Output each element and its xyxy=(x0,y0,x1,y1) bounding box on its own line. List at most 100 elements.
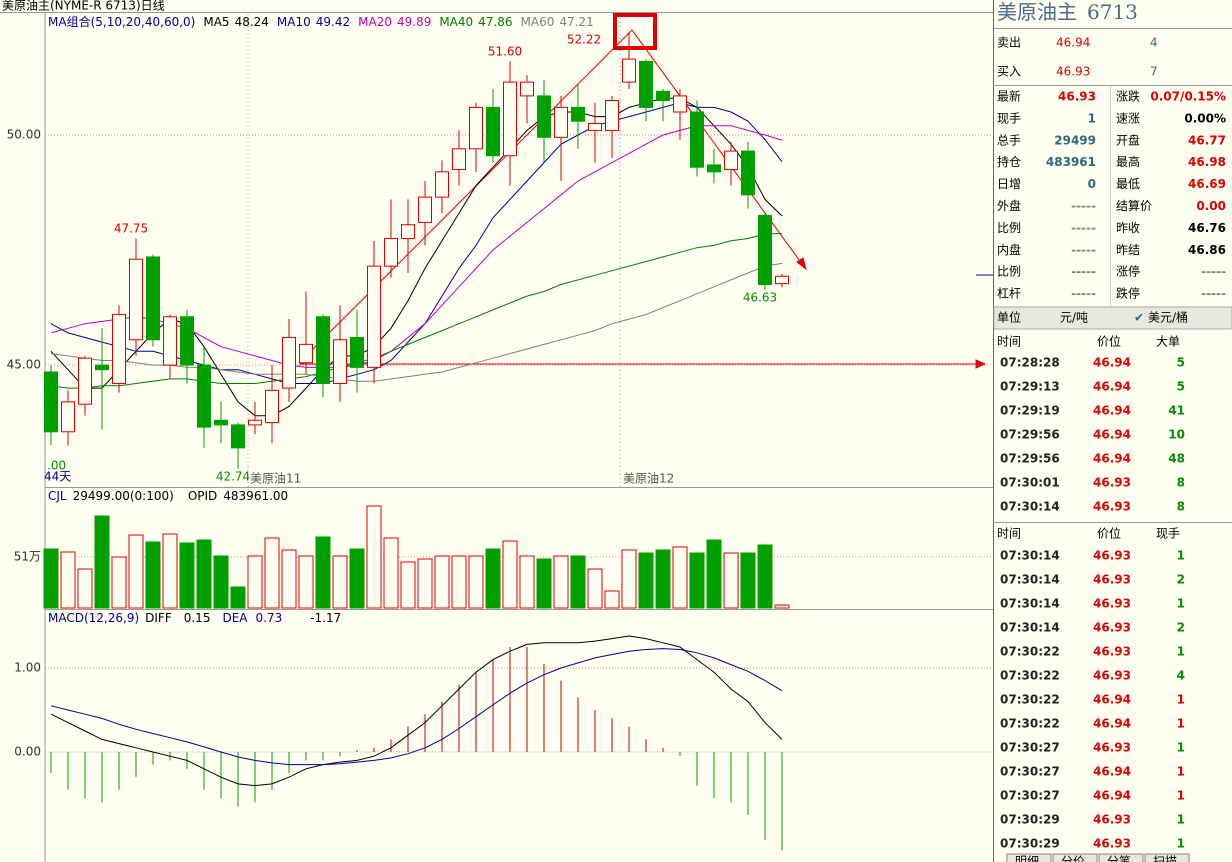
volume-bar xyxy=(94,515,110,609)
volume-bar xyxy=(672,546,688,609)
candle-body xyxy=(554,106,568,138)
price-cell: 46.94 xyxy=(1093,765,1131,779)
stat-value: 1 xyxy=(1088,111,1096,125)
y-tick-label: 1.00 xyxy=(14,660,41,674)
candle-body xyxy=(741,150,755,196)
time-cell: 07:30:27 xyxy=(1000,741,1060,755)
candle-body xyxy=(605,100,619,131)
stat-value: 46.98 xyxy=(1188,155,1226,169)
candle-body xyxy=(367,265,381,368)
candle-body xyxy=(333,339,347,384)
candle-body xyxy=(112,313,126,384)
y-tick-label: 0.00 xyxy=(14,744,41,758)
volume-bar xyxy=(417,558,433,609)
contract-label: 美原油12 xyxy=(623,472,674,486)
time-cell: 07:29:19 xyxy=(1000,404,1060,418)
stat-value: 46.76 xyxy=(1188,221,1226,235)
stat-value: 483961 xyxy=(1046,155,1096,169)
stat-value: 46.69 xyxy=(1188,177,1226,191)
stat-value: 46.77 xyxy=(1188,133,1226,147)
legend-value: 49.89 xyxy=(397,15,431,29)
time-cell: 07:30:22 xyxy=(1000,717,1060,731)
stat-value: 0 xyxy=(1088,177,1096,191)
y-tick-label: 51万 xyxy=(14,550,41,564)
candle-body xyxy=(146,256,160,341)
volume-bar xyxy=(43,548,59,609)
time-cell: 07:30:14 xyxy=(1000,621,1060,635)
volume-bar xyxy=(179,542,195,609)
candle-body xyxy=(486,106,500,157)
volume-bar xyxy=(655,549,671,609)
candle-body xyxy=(418,196,432,223)
price-cell: 46.93 xyxy=(1093,476,1131,490)
stat-label: 现手 xyxy=(997,111,1021,125)
stat-label: 昨收 xyxy=(1116,221,1140,235)
y-tick-label: 45.00 xyxy=(7,358,41,372)
order-volume: 7 xyxy=(1150,65,1158,79)
opid-name: OPID xyxy=(188,489,217,503)
tab[interactable] xyxy=(1052,853,1098,862)
candle-body xyxy=(503,81,517,157)
volume-bar xyxy=(298,555,314,609)
volume-bar xyxy=(213,555,229,609)
vol-value: 29499.00(0:100) xyxy=(73,489,174,503)
order-label: 卖出 xyxy=(997,36,1021,50)
qty-cell: 5 xyxy=(1177,356,1185,370)
stat-value: 0.00% xyxy=(1184,111,1226,125)
macd-legend: MACD(12,26,9) DIFF 0.15 DEA 0.73 -1.17 xyxy=(48,611,341,625)
tab-label[interactable]: 分笔 xyxy=(1107,854,1131,862)
price-cell: 46.94 xyxy=(1093,404,1131,418)
legend-name: MA40 xyxy=(439,15,473,29)
quote-code: 6713 xyxy=(1087,0,1138,24)
volume-bar xyxy=(723,552,739,609)
volume-bar xyxy=(400,561,416,609)
qty-cell: 1 xyxy=(1177,813,1185,827)
stat-value: 29499 xyxy=(1054,133,1096,147)
time-cell: 07:30:22 xyxy=(1000,645,1060,659)
stat-label: 涨跌 xyxy=(1116,89,1140,104)
volume-bar xyxy=(111,556,127,609)
candle-body xyxy=(401,224,415,240)
stat-label: 比例 xyxy=(997,265,1021,279)
stat-label: 最高 xyxy=(1116,154,1140,169)
volume-bar xyxy=(434,555,450,609)
candle-body xyxy=(95,364,109,371)
stat-label: 最低 xyxy=(1116,177,1140,191)
stat-label: 内盘 xyxy=(997,242,1021,257)
stat-value: ----- xyxy=(1071,199,1096,213)
price-label: 52.22 xyxy=(567,33,601,47)
candle-body xyxy=(758,215,772,286)
stat-value: 46.93 xyxy=(1058,90,1096,104)
tab-label[interactable]: 明细 xyxy=(1015,855,1039,862)
tab[interactable] xyxy=(1006,853,1052,862)
diff-name: DIFF xyxy=(145,611,172,625)
time-cell: 07:30:29 xyxy=(1000,813,1060,827)
tab[interactable] xyxy=(1098,853,1144,862)
tab[interactable] xyxy=(1144,853,1190,862)
time-cell: 07:30:14 xyxy=(1000,597,1060,611)
volume-bar xyxy=(689,552,705,609)
tab-label[interactable]: 分价 xyxy=(1061,855,1085,862)
unit-option: 元/吨 xyxy=(1060,311,1088,325)
tab-label[interactable]: 扫描 xyxy=(1153,855,1177,862)
stat-value: 0.00 xyxy=(1196,199,1226,213)
order-price: 46.93 xyxy=(1056,65,1090,79)
time-cell: 07:29:13 xyxy=(1000,380,1060,394)
volume-bar xyxy=(468,555,484,609)
qty-cell: 5 xyxy=(1177,380,1185,394)
price-cell: 46.94 xyxy=(1093,380,1131,394)
table-header: 大单 xyxy=(1156,335,1180,349)
stat-label: 跌停 xyxy=(1116,286,1140,301)
volume-bar xyxy=(196,539,212,609)
unit-option[interactable]: 美元/桶 xyxy=(1148,310,1188,325)
time-cell: 07:30:22 xyxy=(1000,693,1060,707)
stat-label: 日增 xyxy=(997,177,1021,191)
table-header: 时间 xyxy=(997,527,1021,541)
price-cell: 46.93 xyxy=(1093,500,1131,514)
time-cell: 07:28:28 xyxy=(1000,356,1060,370)
qty-cell: 4 xyxy=(1177,669,1185,683)
candle-body xyxy=(537,95,551,138)
candle-body xyxy=(129,258,143,341)
time-cell: 07:29:56 xyxy=(1000,452,1060,466)
